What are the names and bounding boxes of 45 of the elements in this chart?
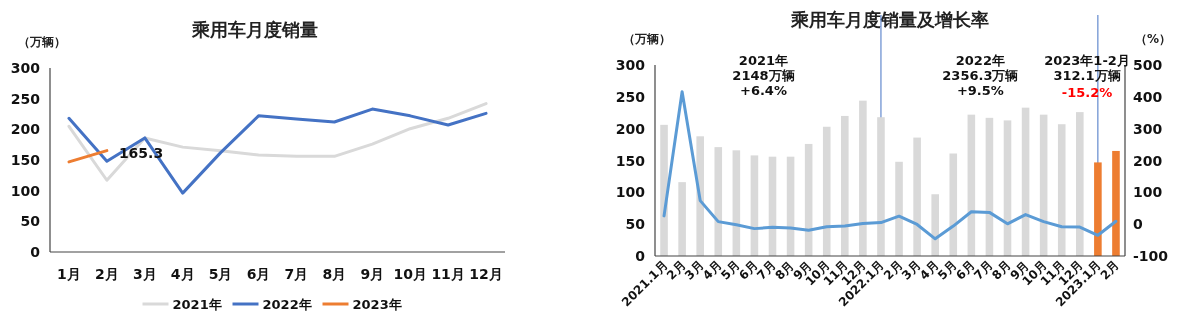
y-tick-label: 0	[635, 248, 646, 264]
y-tick-label: 200	[615, 120, 646, 137]
y-tick-label: 50	[625, 216, 646, 233]
x-tick-label: 8月	[322, 266, 347, 282]
y2-tick-label: 0	[1133, 216, 1143, 233]
x-tick-label: 4月	[170, 266, 195, 282]
x-tick-label: 3月	[132, 266, 157, 282]
y-tick-label: 200	[10, 121, 41, 138]
x-tick-label: 5月	[208, 266, 233, 282]
y2-tick-label: 300	[1133, 120, 1163, 137]
x-tick-label: 11月	[431, 266, 465, 282]
x-tick-label: 10月	[393, 266, 427, 282]
annotation: 2021年 2148万辆 +6.4%	[732, 53, 795, 98]
y2-tick-label: -100	[1133, 248, 1169, 264]
y-tick-label: 300	[615, 57, 646, 73]
x-tick-label: 12月	[469, 266, 503, 282]
y2-tick-label: 400	[1133, 88, 1163, 105]
y-tick-label: 250	[10, 90, 41, 107]
x-tick-label: 1月	[57, 266, 81, 282]
y-tick-label: 250	[615, 88, 646, 105]
y-axis-title: （万辆）	[623, 32, 671, 46]
y-tick-label: 150	[10, 152, 41, 168]
y-tick-label: 100	[10, 182, 41, 199]
y-tick-label: 100	[615, 184, 646, 201]
legend-label: 2021年	[172, 297, 222, 312]
y-tick-label: 150	[615, 152, 646, 169]
y-tick-label: 300	[10, 60, 41, 76]
chart-title: 乘用车月度销量及增长率	[790, 9, 989, 30]
x-tick-label: 9月	[360, 266, 385, 282]
x-tick-label: 7月	[284, 266, 309, 282]
y-axis-title: （万辆）	[18, 35, 66, 49]
x-tick-label: 6月	[246, 266, 271, 282]
annotation: -15.2%	[1061, 85, 1113, 100]
chart-title: 乘用车月度销量	[191, 19, 318, 40]
y2-tick-label: 200	[1133, 152, 1163, 169]
y2-axis-title: （%）	[1134, 32, 1172, 46]
y-tick-label: 0	[30, 244, 41, 260]
annotation: 2023年1-2月 312.1万辆	[1044, 53, 1130, 83]
y-tick-label: 50	[20, 213, 41, 230]
legend-label: 2023年	[352, 297, 402, 312]
legend-label: 2022年	[262, 297, 312, 312]
y2-tick-label: 100	[1133, 184, 1163, 201]
x-tick-label: 2月	[95, 266, 119, 282]
y2-tick-label: 500	[1133, 57, 1163, 73]
annotation: 2022年 2356.3万辆 +9.5%	[942, 53, 1019, 98]
